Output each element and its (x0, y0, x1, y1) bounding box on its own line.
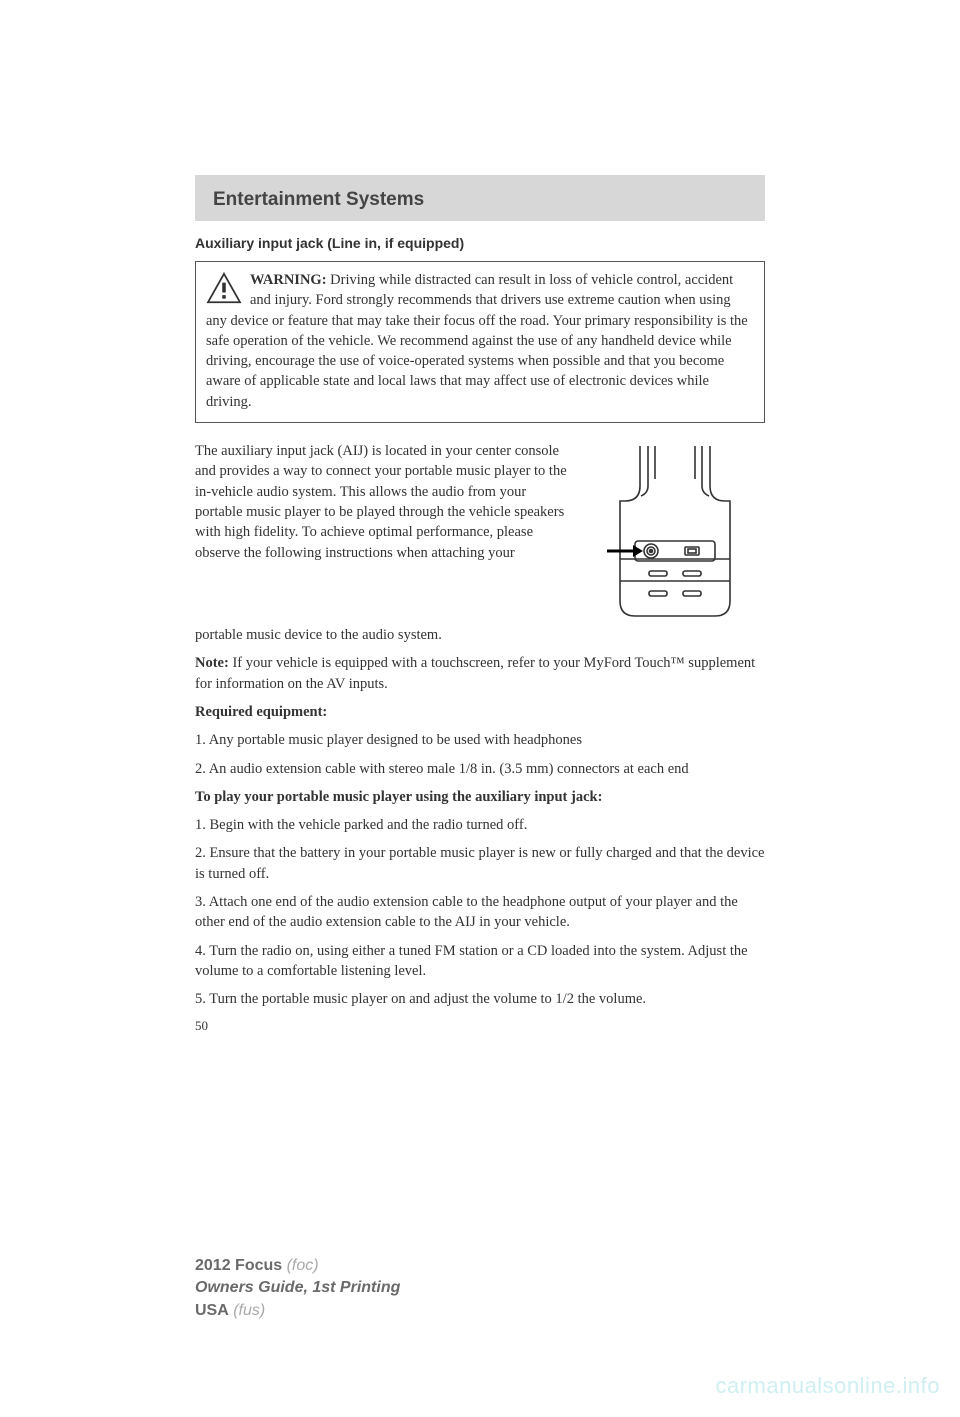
document-footer: 2012 Focus (foc) Owners Guide, 1st Print… (195, 1255, 400, 1322)
warning-text: Driving while distracted can result in l… (206, 272, 748, 410)
center-console-illustration (585, 441, 765, 621)
required-item-2: 2. An audio extension cable with stereo … (195, 759, 765, 779)
subsection-heading: Auxiliary input jack (Line in, if equipp… (195, 235, 765, 251)
footer-region-code: (fus) (229, 1302, 265, 1319)
warning-triangle-icon (206, 272, 242, 304)
note-label: Note: (195, 655, 229, 671)
play-step-2: 2. Ensure that the battery in your porta… (195, 843, 765, 884)
play-step-3: 3. Attach one end of the audio extension… (195, 892, 765, 933)
note-paragraph: Note: If your vehicle is equipped with a… (195, 653, 765, 694)
footer-guide: Owners Guide, 1st Printing (195, 1277, 400, 1299)
intro-text-column: The auxiliary input jack (AIJ) is locate… (195, 441, 571, 621)
required-item-1: 1. Any portable music player designed to… (195, 730, 765, 750)
play-step-4: 4. Turn the radio on, using either a tun… (195, 941, 765, 982)
play-step-1: 1. Begin with the vehicle parked and the… (195, 815, 765, 835)
note-text: If your vehicle is equipped with a touch… (195, 655, 755, 691)
required-equipment-heading: Required equipment: (195, 702, 765, 722)
warning-label: WARNING: (250, 272, 327, 288)
warning-box: WARNING: Driving while distracted can re… (195, 261, 765, 423)
intro-row: The auxiliary input jack (AIJ) is locate… (195, 441, 765, 621)
page-number: 50 (195, 1018, 765, 1034)
manual-page: Entertainment Systems Auxiliary input ja… (195, 175, 765, 1034)
section-title: Entertainment Systems (213, 189, 747, 211)
play-step-5: 5. Turn the portable music player on and… (195, 989, 765, 1009)
play-heading: To play your portable music player using… (195, 787, 765, 807)
footer-line-model: 2012 Focus (foc) (195, 1255, 400, 1277)
intro-continuation: portable music device to the audio syste… (195, 625, 765, 645)
source-watermark: carmanualsonline.info (715, 1373, 940, 1399)
footer-model-code: (foc) (282, 1257, 318, 1274)
footer-model: 2012 Focus (195, 1257, 282, 1274)
section-header: Entertainment Systems (195, 175, 765, 221)
footer-region: USA (195, 1302, 229, 1319)
footer-line-region: USA (fus) (195, 1300, 400, 1322)
arrow-indicator-icon (607, 545, 643, 557)
